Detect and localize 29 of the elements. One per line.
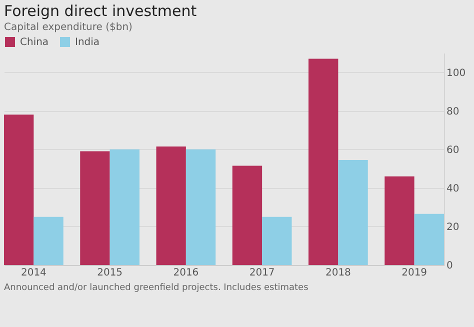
bar <box>80 151 110 265</box>
y-tick-label: 40 <box>446 183 460 194</box>
x-tick-label: 2016 <box>173 268 199 278</box>
chart-subtitle: Capital expenditure ($bn) <box>4 22 133 33</box>
x-tick-label: 2014 <box>20 268 46 278</box>
legend-label: China <box>20 37 49 48</box>
bar <box>262 216 292 265</box>
bar <box>4 114 34 265</box>
bar <box>414 214 444 265</box>
x-tick-label: 2018 <box>325 268 351 278</box>
bar <box>338 160 368 265</box>
y-tick-label: 60 <box>446 144 460 156</box>
x-tick-label: 2017 <box>249 268 275 278</box>
bar <box>308 58 338 265</box>
x-tick-label: 2019 <box>402 268 428 278</box>
bar <box>110 149 140 265</box>
text: Announced and/or launched greenfield projects. Includes estimates <box>4 283 310 293</box>
bar <box>156 146 186 265</box>
bar <box>232 166 262 265</box>
bar <box>34 216 64 265</box>
y-tick-label: 80 <box>446 106 460 118</box>
bar <box>186 149 216 265</box>
y-tick-label: 100 <box>446 68 466 79</box>
y-tick-label: 0 <box>446 260 453 272</box>
y-tick-label: 20 <box>446 222 460 233</box>
bar <box>384 176 414 265</box>
chart-title: Foreign direct investment <box>4 2 197 20</box>
legend-label: India <box>75 37 100 48</box>
x-tick-label: 2015 <box>97 268 123 278</box>
